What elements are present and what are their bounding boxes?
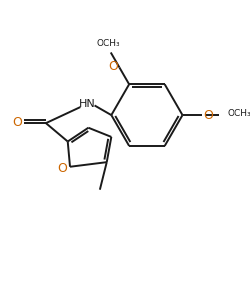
Text: HN: HN (78, 98, 95, 109)
Text: O: O (203, 109, 212, 122)
Text: O: O (58, 162, 67, 175)
Text: OCH₃: OCH₃ (96, 39, 120, 48)
Text: OCH₃: OCH₃ (227, 110, 250, 119)
Text: O: O (13, 116, 22, 129)
Text: O: O (108, 60, 118, 73)
